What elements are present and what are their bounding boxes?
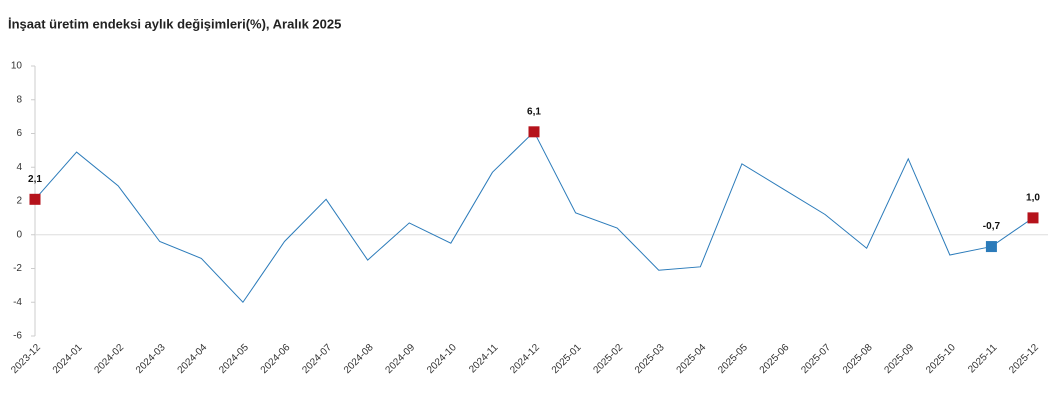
x-tick-label: 2025-05 (716, 342, 750, 376)
x-tick-label: 2025-12 (1007, 342, 1041, 376)
marker (985, 241, 997, 253)
x-tick-label: 2023-12 (9, 342, 43, 376)
y-tick-label: 2 (16, 196, 22, 207)
y-tick-label: 8 (16, 94, 22, 105)
data-label: 1,0 (1026, 193, 1040, 204)
x-tick-label: 2025-11 (966, 342, 1000, 376)
y-tick-label: 4 (16, 162, 22, 173)
x-tick-label: 2024-03 (134, 342, 168, 376)
x-tick-label: 2024-02 (92, 342, 126, 376)
y-tick-label: -2 (13, 263, 22, 274)
y-tick-label: -4 (13, 297, 22, 308)
x-tick-label: 2024-04 (176, 342, 210, 376)
x-tick-label: 2024-12 (508, 342, 542, 376)
x-tick-label: 2025-09 (883, 342, 917, 376)
x-tick-label: 2024-08 (342, 342, 376, 376)
chart-title: İnşaat üretim endeksi aylık değişimleri(… (8, 16, 341, 31)
x-tick-label: 2025-02 (591, 342, 625, 376)
x-tick-label: 2024-01 (51, 342, 85, 376)
x-tick-label: 2024-07 (300, 342, 334, 376)
data-label: 2,1 (28, 174, 42, 185)
y-tick-label: -6 (13, 331, 22, 342)
x-tick-label: 2025-01 (550, 342, 584, 376)
x-tick-label: 2025-06 (758, 342, 792, 376)
x-tick-label: 2024-05 (217, 342, 251, 376)
marker (528, 126, 540, 138)
x-tick-label: 2024-11 (467, 342, 501, 376)
marker (1027, 212, 1039, 224)
y-tick-label: 6 (16, 128, 22, 139)
x-tick-label: 2024-09 (384, 342, 418, 376)
y-tick-label: 0 (16, 229, 22, 240)
x-tick-label: 2024-06 (259, 342, 293, 376)
x-tick-label: 2025-08 (841, 342, 875, 376)
data-label: -0,7 (983, 221, 1001, 232)
x-tick-label: 2024-10 (425, 342, 459, 376)
x-tick-label: 2025-04 (675, 342, 709, 376)
x-tick-label: 2025-07 (799, 342, 833, 376)
data-label: 6,1 (527, 106, 541, 117)
marker (29, 193, 41, 205)
x-tick-label: 2025-03 (633, 342, 667, 376)
data-line (34, 130, 1034, 304)
x-tick-label: 2025-10 (924, 342, 958, 376)
y-tick-label: 10 (11, 61, 23, 72)
